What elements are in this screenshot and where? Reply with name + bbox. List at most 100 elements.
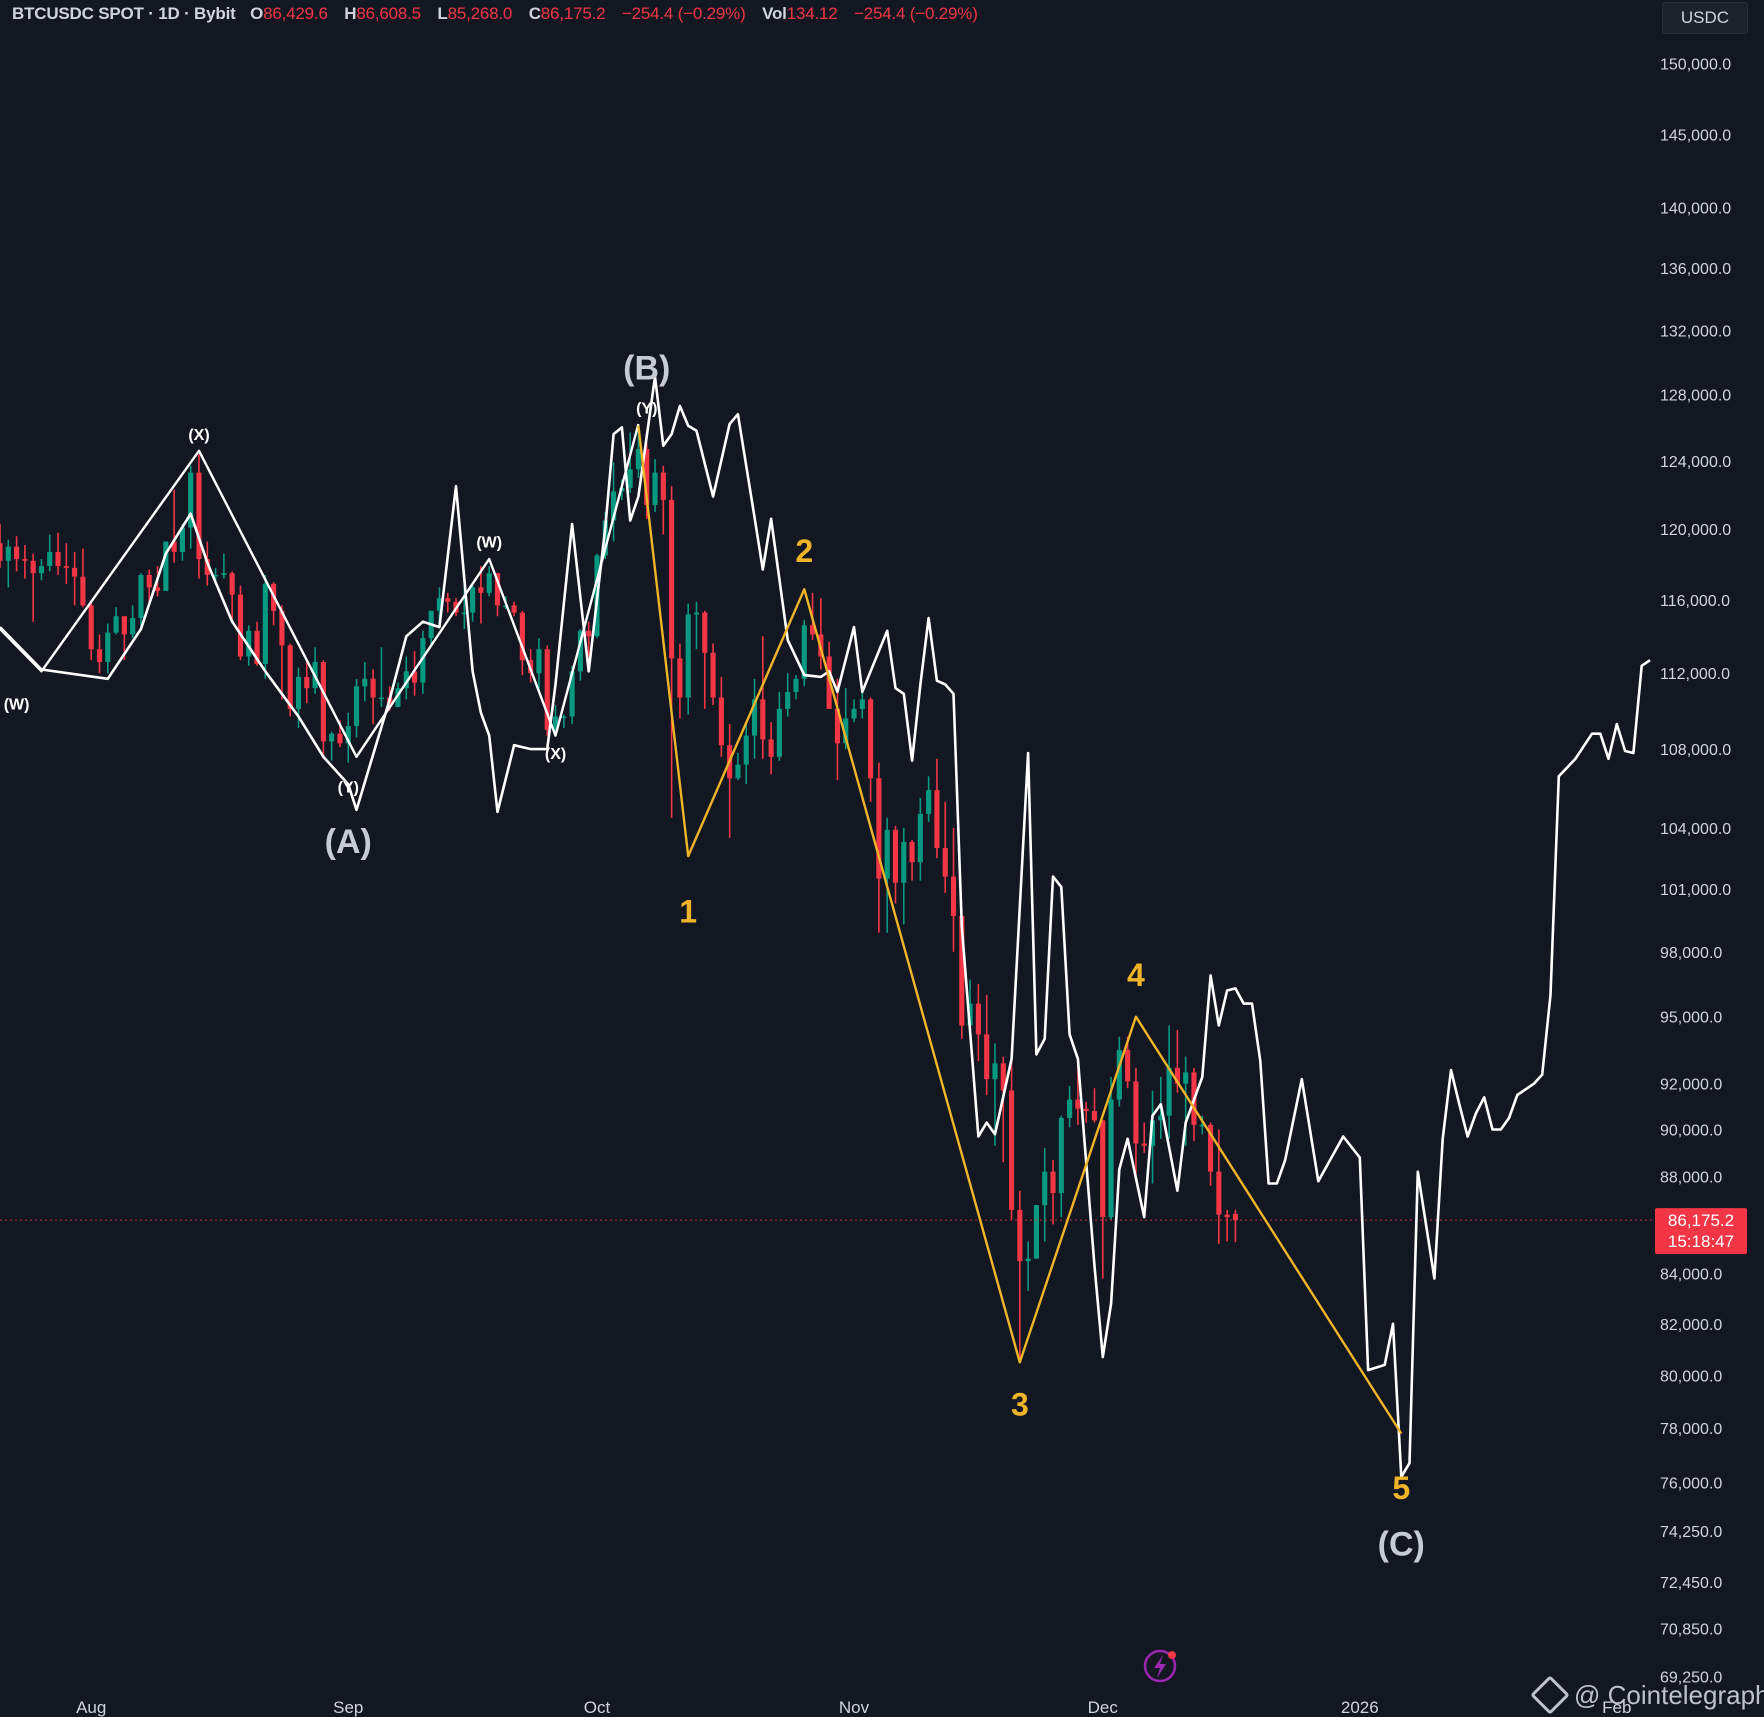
price-axis[interactable]: 150,000.0 145,000.0 140,000.0 136,000.0 132,… bbox=[1655, 0, 1764, 1717]
candle-body bbox=[395, 688, 401, 708]
price-axis-tick: 104,000.0 bbox=[1660, 821, 1731, 838]
candle bbox=[751, 678, 758, 759]
price-axis-tick: 72,450.0 bbox=[1660, 1575, 1722, 1592]
candle-body bbox=[478, 587, 484, 593]
candle-body bbox=[22, 559, 28, 561]
volume-change-value: −254.4 (−0.29%) bbox=[854, 4, 978, 23]
candle-body bbox=[851, 708, 857, 719]
candle bbox=[1116, 1036, 1122, 1107]
candle bbox=[901, 827, 907, 925]
currency-button[interactable]: USDC bbox=[1662, 2, 1748, 34]
candle-body bbox=[353, 686, 360, 727]
candle-body bbox=[329, 733, 335, 742]
candle-body bbox=[461, 612, 467, 615]
candle bbox=[262, 574, 268, 679]
candle bbox=[868, 697, 874, 802]
candle-body bbox=[1108, 1099, 1114, 1218]
candle-body bbox=[1033, 1205, 1040, 1259]
candle bbox=[304, 662, 310, 704]
candle-body bbox=[113, 616, 119, 633]
low-value: 85,268.0 bbox=[447, 4, 513, 23]
wave-label: 5 bbox=[1392, 1470, 1410, 1506]
candle bbox=[196, 454, 202, 579]
price-axis-tick: 88,000.0 bbox=[1660, 1169, 1722, 1186]
candle bbox=[652, 459, 658, 512]
price-axis-tick: 124,000.0 bbox=[1660, 454, 1731, 471]
candle-body bbox=[1017, 1209, 1023, 1262]
candle bbox=[47, 534, 53, 572]
time-axis[interactable]: Aug Sep Oct Nov Dec 2026 Feb bbox=[76, 1698, 1631, 1717]
time-axis-tick: Feb bbox=[1602, 1698, 1631, 1717]
price-axis-tick: 90,000.0 bbox=[1660, 1123, 1722, 1140]
alert-icon[interactable] bbox=[1143, 1649, 1177, 1683]
candle-body bbox=[196, 472, 202, 560]
candle-body bbox=[1008, 1090, 1015, 1210]
candle bbox=[660, 465, 666, 535]
candle bbox=[1067, 1085, 1073, 1128]
candle bbox=[884, 817, 890, 933]
candle bbox=[188, 465, 194, 549]
candle-body bbox=[884, 829, 890, 879]
candle bbox=[5, 539, 11, 588]
candle-body bbox=[96, 649, 103, 663]
price-axis-tick: 92,000.0 bbox=[1660, 1077, 1722, 1094]
candle-body bbox=[378, 697, 384, 700]
candle bbox=[163, 541, 169, 592]
price-axis-tick: 69,250.0 bbox=[1660, 1669, 1722, 1686]
candle-body bbox=[403, 671, 409, 689]
candle-body bbox=[1125, 1049, 1131, 1082]
candle bbox=[1224, 1209, 1230, 1242]
candle bbox=[1232, 1209, 1238, 1243]
candle bbox=[345, 712, 351, 763]
candle-body bbox=[685, 614, 691, 698]
candle-body bbox=[188, 472, 194, 528]
candle bbox=[586, 621, 592, 663]
symbol-label[interactable]: BTCUSDC SPOT · 1D · Bybit bbox=[12, 4, 236, 23]
candle bbox=[1050, 1159, 1056, 1225]
wave-label: (W) bbox=[476, 534, 502, 551]
price-axis-tick: 80,000.0 bbox=[1660, 1368, 1722, 1385]
price-axis-tick: 120,000.0 bbox=[1660, 522, 1731, 539]
price-axis-tick: 128,000.0 bbox=[1660, 388, 1731, 405]
candle bbox=[55, 532, 61, 575]
candle-body bbox=[55, 551, 61, 567]
candle bbox=[0, 524, 3, 568]
candle bbox=[834, 678, 841, 781]
watermark: @ Cointelegraph bbox=[1530, 1675, 1764, 1715]
price-axis-background bbox=[1655, 0, 1764, 1717]
white-projection-line bbox=[0, 375, 1651, 1479]
candle-body bbox=[702, 612, 708, 653]
candle bbox=[552, 705, 559, 736]
candle bbox=[1166, 1025, 1172, 1139]
candle-body bbox=[652, 472, 658, 506]
candle-body bbox=[635, 449, 642, 470]
candle bbox=[378, 647, 384, 708]
candle bbox=[14, 536, 20, 572]
candle bbox=[677, 643, 683, 719]
candle bbox=[942, 801, 948, 894]
candle bbox=[22, 544, 28, 579]
candle-body bbox=[834, 708, 841, 744]
wave-labels-layer: (A) (B) (C) (W) (X) (Y) (W) (X) (Y) 1 2 3 4 5 bbox=[4, 349, 1425, 1563]
candle-body bbox=[793, 678, 799, 692]
price-axis-tick: 95,000.0 bbox=[1660, 1010, 1722, 1027]
wave-label: 3 bbox=[1011, 1386, 1029, 1422]
candle bbox=[511, 601, 517, 617]
candle bbox=[179, 524, 185, 561]
candle-body bbox=[760, 699, 766, 740]
candle-body bbox=[412, 671, 418, 683]
candle-body bbox=[30, 560, 36, 574]
candle-body bbox=[138, 574, 144, 619]
candle bbox=[892, 825, 899, 904]
candle bbox=[171, 489, 177, 563]
candle bbox=[1017, 1190, 1023, 1363]
candle-body bbox=[362, 678, 368, 687]
candle bbox=[1133, 1067, 1139, 1175]
candle bbox=[735, 752, 741, 781]
candle bbox=[926, 776, 932, 822]
candle bbox=[917, 797, 923, 881]
candle-body bbox=[669, 499, 675, 659]
candle-body bbox=[494, 573, 501, 606]
wave-label: (X) bbox=[188, 427, 209, 444]
